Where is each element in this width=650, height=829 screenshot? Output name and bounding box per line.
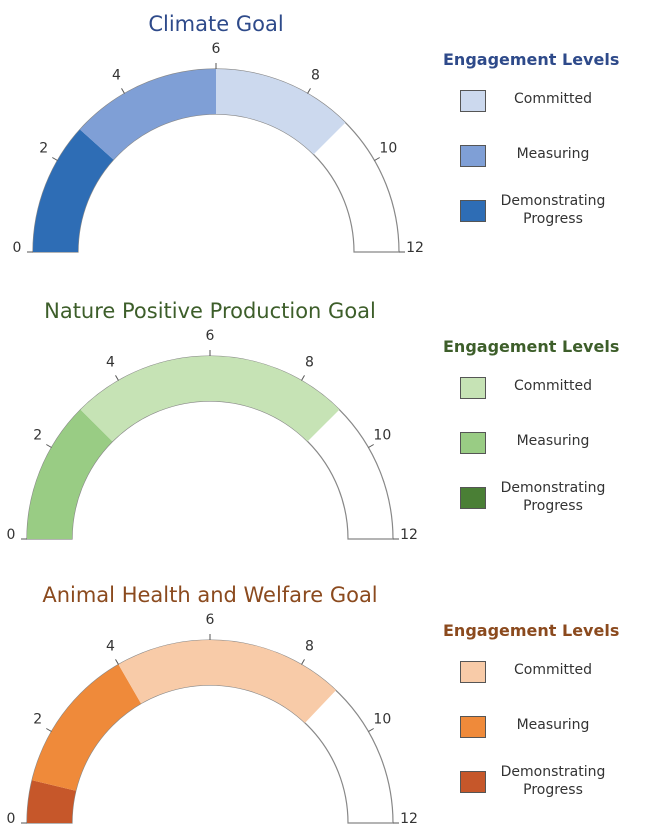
gauge-segment [32, 664, 141, 791]
legend-swatch [460, 90, 486, 112]
tick-label: 2 [39, 141, 48, 157]
legend-swatch [460, 145, 486, 167]
legend-swatch [460, 200, 486, 222]
gauge-segment [80, 69, 217, 160]
legend-title: Engagement Levels [443, 50, 620, 69]
legend-swatch [460, 432, 486, 454]
tick-mark [115, 375, 119, 381]
tick-mark [368, 444, 374, 448]
legend-swatch [460, 487, 486, 509]
legend-label: Committed [514, 378, 592, 394]
tick-label: 8 [305, 639, 314, 655]
tick-label: 4 [106, 639, 115, 655]
gauge-segment [216, 69, 346, 155]
tick-label: 12 [400, 811, 418, 827]
tick-label: 12 [406, 240, 424, 256]
legend-label: Measuring [516, 146, 590, 162]
legend-swatch [460, 716, 486, 738]
tick-label: 0 [7, 527, 16, 543]
tick-mark [368, 728, 374, 732]
tick-label: 0 [7, 811, 16, 827]
legend-label: Committed [514, 91, 592, 107]
tick-label: 4 [112, 68, 121, 84]
legend-swatch [460, 661, 486, 683]
tick-mark [374, 157, 380, 161]
gauge-title: Nature Positive Production Goal [44, 299, 376, 323]
gauge-title: Climate Goal [148, 12, 283, 36]
gauge-segment [27, 780, 76, 823]
gauge-segment [27, 409, 113, 539]
gauge-title: Animal Health and Welfare Goal [42, 583, 377, 607]
tick-mark [115, 659, 119, 665]
legend-label: Measuring [516, 433, 590, 449]
tick-label: 10 [373, 428, 391, 444]
legend-label: Demonstrating Progress [500, 480, 606, 514]
tick-mark [46, 728, 52, 732]
tick-label: 4 [106, 355, 115, 371]
tick-mark [52, 157, 58, 161]
tick-label: 8 [311, 68, 320, 84]
tick-label: 12 [400, 527, 418, 543]
legend-swatch [460, 377, 486, 399]
gauge-segment [118, 640, 336, 723]
legend-label: Demonstrating Progress [500, 764, 606, 798]
tick-label: 6 [212, 41, 221, 57]
tick-label: 10 [379, 141, 397, 157]
tick-label: 6 [206, 328, 215, 344]
tick-mark [307, 88, 311, 94]
tick-label: 6 [206, 612, 215, 628]
legend-swatch [460, 771, 486, 793]
gauge-segment [80, 356, 340, 442]
tick-label: 2 [33, 428, 42, 444]
tick-label: 8 [305, 355, 314, 371]
tick-mark [46, 444, 52, 448]
legend-label: Committed [514, 662, 592, 678]
tick-mark [121, 88, 125, 94]
tick-label: 10 [373, 712, 391, 728]
legend-title: Engagement Levels [443, 337, 620, 356]
tick-mark [301, 659, 305, 665]
tick-mark [301, 375, 305, 381]
legend-label: Measuring [516, 717, 590, 733]
tick-label: 2 [33, 712, 42, 728]
tick-label: 0 [13, 240, 22, 256]
gauge-segment [33, 129, 114, 252]
legend-label: Demonstrating Progress [500, 193, 606, 227]
legend-title: Engagement Levels [443, 621, 620, 640]
